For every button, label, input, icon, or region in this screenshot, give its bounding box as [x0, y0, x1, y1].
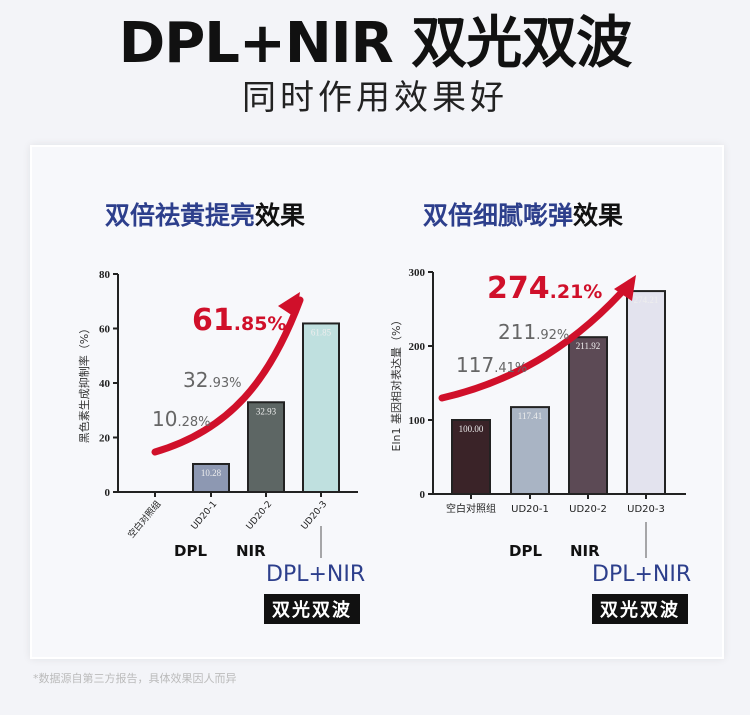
chart1-badge: 双光双波 — [264, 594, 360, 624]
chart1-x-tick-label: 空白对照组 — [125, 498, 163, 540]
chart1-growth-annotation: 61.85% — [192, 303, 286, 338]
chart2-title: 双倍细腻嘭弹效果 — [423, 196, 623, 232]
chart1-bar-value-label: 32.93 — [256, 406, 277, 416]
chart2-badge: 双光双波 — [592, 594, 688, 624]
page-title: DPL+NIR 双光双波 — [118, 11, 632, 76]
chart1-bar — [302, 322, 340, 493]
footnote: *数据源自第三方报告，具体效果因人而异 — [33, 672, 237, 685]
chart2-dplnir-label: DPL+NIR — [592, 562, 692, 587]
chart2-x-tick-label: UD20-1 — [511, 504, 549, 515]
chart1-growth-annotation: 10.28% — [152, 407, 210, 431]
chart2-growth-annotation: 274.21% — [487, 271, 602, 306]
chart2-y-tick-label: 0 — [420, 489, 426, 501]
chart1-x-tick-label: UD20-3 — [300, 500, 329, 532]
chart1-growth-arrow — [151, 296, 304, 456]
chart2-y-tick-label: 100 — [409, 415, 426, 427]
chart2-nir-label: NIR — [570, 542, 600, 560]
chart2-arrow-head — [614, 275, 636, 301]
chart1-nir-label: NIR — [236, 542, 266, 560]
chart1-dplnir-label: DPL+NIR — [266, 562, 366, 587]
chart2-title-highlight: 双倍细腻嘭弹 — [423, 201, 574, 230]
charts-card — [30, 145, 724, 659]
chart2-bar — [510, 406, 550, 496]
chart2-title-rest: 效果 — [573, 201, 624, 230]
chart1-y-tick-label: 40 — [99, 378, 111, 390]
chart1-dpl-label: DPL — [174, 542, 208, 560]
chart2-growth-annotation: 211.92% — [498, 320, 569, 344]
chart1-y-tick-label: 60 — [99, 324, 111, 336]
chart2-x-tick-label: UD20-3 — [627, 504, 665, 515]
chart1-title: 双倍祛黄提亮效果 — [105, 196, 305, 232]
chart2-bar — [451, 419, 491, 495]
chart1-title-rest: 效果 — [255, 201, 306, 230]
chart1-y-tick-label: 0 — [105, 487, 111, 499]
chart1-y-axis-label: 黑色素生成抑制率（%） — [77, 323, 91, 443]
chart2-dpl-label: DPL — [509, 542, 543, 560]
chart2-growth-annotation: 117.41% — [456, 353, 527, 377]
chart2-y-tick-label: 300 — [409, 267, 426, 279]
chart2-bar-value-label: 117.41 — [518, 411, 542, 421]
chart2-bar-value-label: 274.21 — [634, 295, 659, 305]
chart2-growth-arrow — [438, 279, 634, 402]
chart1-x-tick-label: UD20-1 — [190, 500, 219, 532]
chart2-y-tick-label: 200 — [409, 341, 426, 353]
chart2-x-tick-label: UD20-2 — [569, 504, 607, 515]
chart2-bar-value-label: 211.92 — [576, 341, 600, 351]
chart2-x-tick-label: 空白对照组 — [446, 502, 496, 515]
chart2-bar — [626, 290, 666, 495]
chart1-title-highlight: 双倍祛黄提亮 — [105, 201, 256, 230]
chart1-x-tick-label: UD20-2 — [245, 500, 274, 532]
chart1-bar-value-label: 61.85 — [311, 327, 332, 337]
chart1-y-tick-label: 20 — [99, 433, 111, 445]
page-subtitle: 同时作用效果好 — [242, 78, 508, 118]
chart2-bar-value-label: 100.00 — [459, 424, 484, 434]
chart2-bar — [568, 336, 608, 495]
chart2-y-axis-label: Eln1 基因相对表达量（%） — [389, 315, 403, 452]
chart1-bar-value-label: 10.28 — [201, 468, 222, 478]
chart1-growth-annotation: 32.93% — [183, 368, 241, 392]
chart1-y-tick-label: 80 — [99, 269, 111, 281]
chart1-arrow-head — [278, 292, 300, 318]
